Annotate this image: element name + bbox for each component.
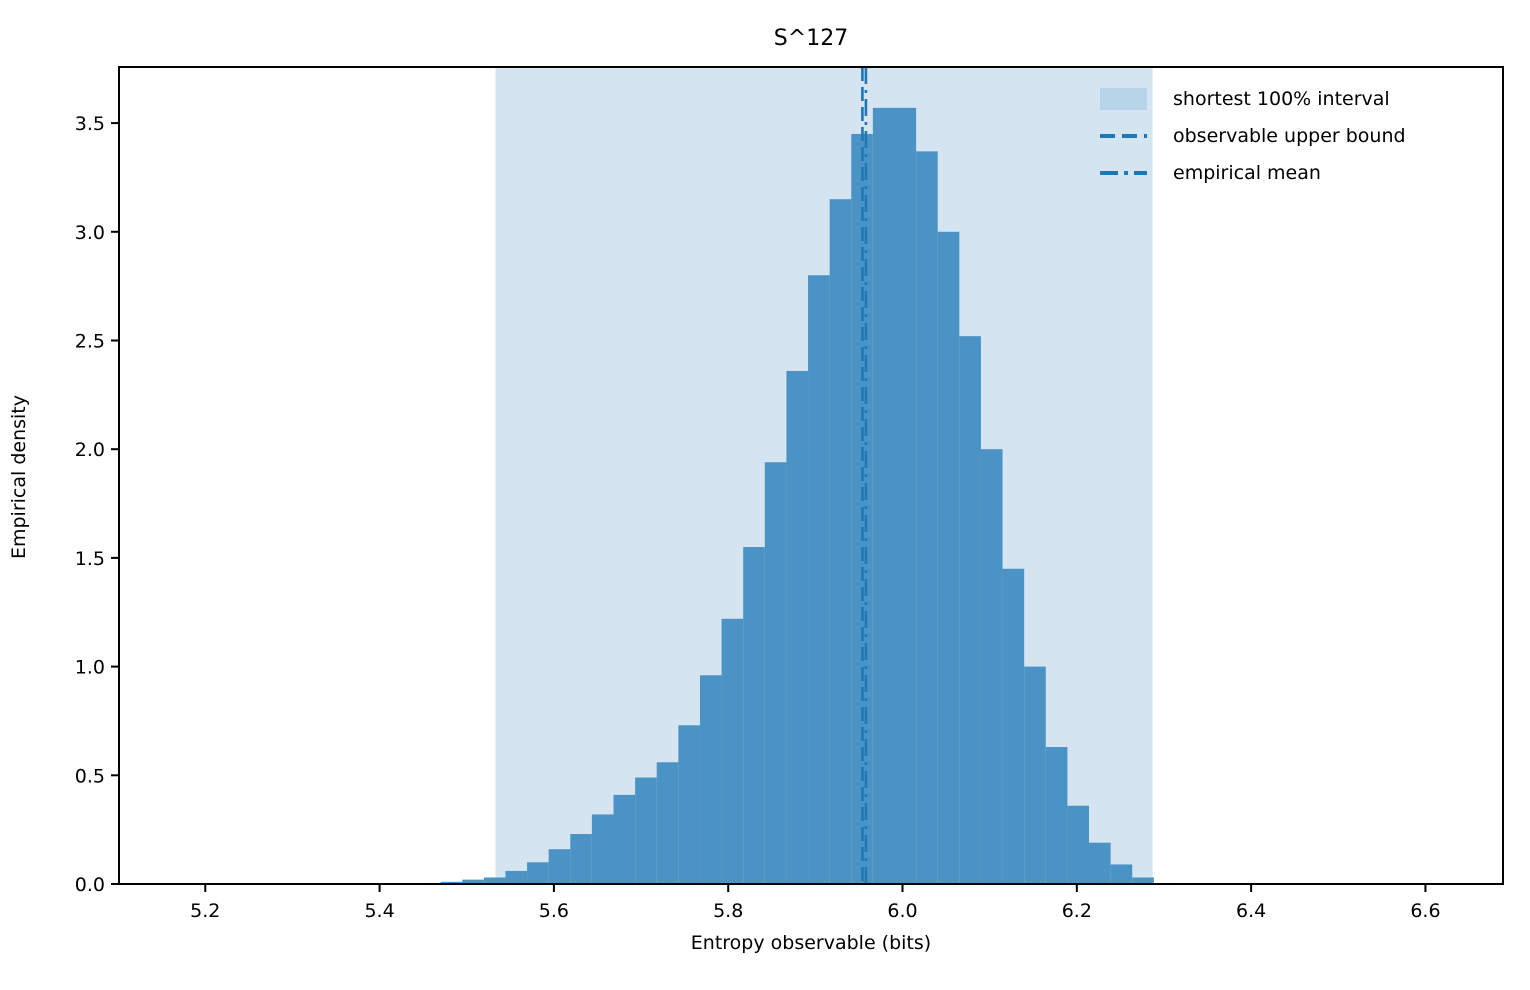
x-axis-label: Entropy observable (bits) <box>690 932 932 954</box>
histogram-bar <box>505 870 528 884</box>
y-tick-label: 3.5 <box>75 113 105 135</box>
histogram-bar <box>570 833 592 884</box>
histogram-bar <box>1089 842 1111 884</box>
y-axis: 0.0 0.5 1.0 1.5 2.0 2.5 3.0 3.5 <box>75 113 119 896</box>
histogram-bar <box>1067 805 1090 884</box>
legend-item-upper-bound: observable upper bound <box>1100 123 1406 149</box>
histogram-bar <box>829 199 852 884</box>
histogram-bar <box>591 814 614 884</box>
histogram-bar <box>656 762 679 884</box>
dashdot-line-icon <box>1100 171 1147 175</box>
histogram-bar <box>440 881 463 884</box>
x-tick-label: 5.8 <box>713 900 743 922</box>
histogram-bar <box>959 336 981 884</box>
y-tick-label: 2.0 <box>75 439 105 461</box>
x-tick-label: 6.4 <box>1236 900 1266 922</box>
y-tick-label: 1.5 <box>75 548 105 570</box>
y-tick-label: 3.0 <box>75 222 105 244</box>
x-tick-label: 5.6 <box>539 900 569 922</box>
x-tick-label: 5.2 <box>190 900 220 922</box>
x-tick-label: 5.4 <box>364 900 394 922</box>
histogram-bar <box>937 231 960 884</box>
histogram-bar <box>916 151 938 885</box>
histogram-bar <box>1024 666 1046 884</box>
histogram-bar <box>678 725 700 884</box>
x-tick-label: 6.2 <box>1062 900 1092 922</box>
legend-label: observable upper bound <box>1173 125 1406 147</box>
legend-label: empirical mean <box>1173 162 1321 184</box>
y-tick-label: 0.0 <box>75 874 105 896</box>
histogram-bar <box>1045 747 1068 884</box>
histogram-bar <box>1132 877 1154 884</box>
x-tick-label: 6.0 <box>887 900 917 922</box>
x-tick-label: 6.6 <box>1410 900 1440 922</box>
histogram-bar <box>548 849 571 884</box>
histogram-bar <box>808 275 830 884</box>
histogram-bar <box>462 879 484 884</box>
histogram-bar <box>1002 568 1025 884</box>
histogram-bar <box>699 675 722 884</box>
axes-spines <box>118 66 1504 885</box>
histogram-bar <box>894 107 917 884</box>
legend: shortest 100% interval observable upper … <box>1100 86 1406 186</box>
histogram-bar <box>527 862 549 884</box>
y-tick-label: 2.5 <box>75 330 105 352</box>
x-axis: 5.2 5.4 5.6 5.8 6.0 6.2 6.4 6.6 <box>190 884 1441 922</box>
histogram-bars <box>440 107 1154 885</box>
histogram-bar <box>980 449 1003 884</box>
y-tick-label: 1.0 <box>75 657 105 679</box>
legend-item-mean: empirical mean <box>1100 160 1406 186</box>
legend-label: shortest 100% interval <box>1173 88 1390 110</box>
histogram-bar <box>1110 864 1133 884</box>
histogram-bar <box>764 462 787 884</box>
y-axis-label: Empirical density <box>8 395 30 560</box>
interval-patch-icon <box>1100 88 1147 110</box>
dashed-line-icon <box>1100 134 1147 138</box>
legend-item-interval: shortest 100% interval <box>1100 86 1406 112</box>
histogram-bar <box>872 107 895 884</box>
histogram-bar <box>483 877 506 884</box>
histogram-bar <box>786 370 809 885</box>
chart-title: S^127 <box>773 26 849 51</box>
histogram-bar <box>613 794 636 884</box>
histogram-bar <box>743 547 765 884</box>
histogram-bar <box>721 618 744 884</box>
y-tick-label: 0.5 <box>75 765 105 787</box>
histogram-bar <box>635 777 657 884</box>
